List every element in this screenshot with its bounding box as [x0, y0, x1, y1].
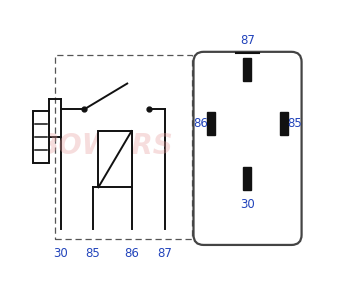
Text: 86: 86 [193, 117, 208, 130]
Text: 85: 85 [85, 247, 100, 260]
Text: 87: 87 [157, 247, 172, 260]
Text: BOWERS: BOWERS [38, 132, 173, 159]
Bar [243, 167, 251, 190]
Text: 30: 30 [53, 247, 68, 260]
Bar [280, 112, 288, 135]
Bar [243, 58, 251, 81]
Text: 87: 87 [240, 34, 255, 47]
Text: 85: 85 [287, 117, 302, 130]
Text: 86: 86 [124, 247, 139, 260]
Bar [207, 112, 215, 135]
Bar [33, 111, 49, 163]
Bar [55, 55, 192, 239]
FancyBboxPatch shape [193, 52, 301, 245]
Text: 30: 30 [240, 198, 255, 211]
Bar [98, 131, 131, 187]
